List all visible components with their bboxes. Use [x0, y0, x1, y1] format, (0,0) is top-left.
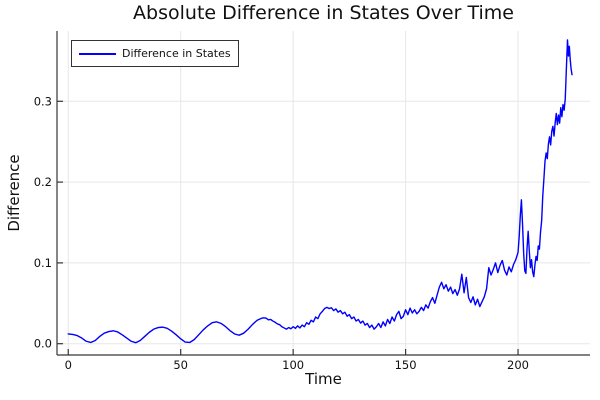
legend-label: Difference in States	[122, 47, 231, 60]
x-tick-label: 150	[395, 358, 417, 372]
legend: Difference in States	[71, 40, 239, 67]
y-tick-label: 0.1	[34, 256, 52, 270]
x-tick-label: 50	[173, 358, 188, 372]
series-line	[67, 39, 573, 344]
y-tick-label: 0.3	[34, 94, 52, 108]
chart-title: Absolute Difference in States Over Time	[133, 2, 514, 24]
x-tick-label: 0	[65, 358, 72, 372]
legend-line-sample	[79, 52, 116, 55]
x-tick-label: 100	[282, 358, 304, 372]
x-tick-label: 200	[507, 358, 529, 372]
y-axis-label: Difference	[5, 154, 23, 232]
y-tick-label: 0.0	[34, 337, 52, 351]
y-tick-label: 0.2	[34, 175, 52, 189]
x-axis-label: Time	[305, 370, 342, 388]
